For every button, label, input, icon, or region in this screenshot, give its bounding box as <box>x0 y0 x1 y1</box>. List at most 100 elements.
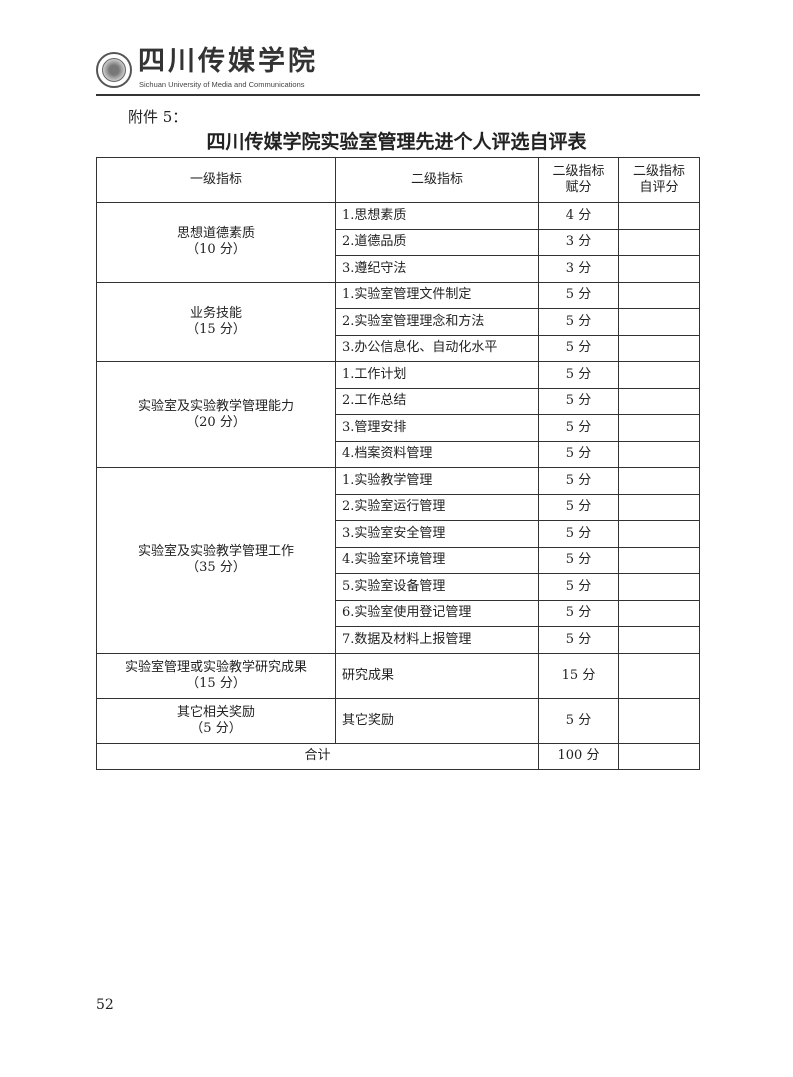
primary-indicator-cell: 实验室管理或实验教学研究成果 （15 分） <box>96 652 336 699</box>
assigned-score-cell: 5 分 <box>538 467 619 495</box>
total-self-score-cell[interactable] <box>618 742 700 770</box>
secondary-indicator-cell: 3.遵纪守法 <box>335 255 539 283</box>
self-score-cell[interactable] <box>618 467 700 495</box>
page-number: 52 <box>96 997 114 1013</box>
total-score: 100 分 <box>538 742 619 770</box>
header-rule <box>96 94 700 96</box>
assigned-score-cell: 5 分 <box>538 361 619 389</box>
self-score-cell[interactable] <box>618 202 700 230</box>
self-score-cell[interactable] <box>618 599 700 627</box>
logo-english-name: Sichuan University of Media and Communic… <box>139 80 305 89</box>
secondary-indicator-cell: 3.办公信息化、自动化水平 <box>335 334 539 362</box>
logo-chinese-name: 四川传媒学院 <box>138 46 318 77</box>
self-score-cell[interactable] <box>618 626 700 654</box>
table-row: 3.办公信息化、自动化水平 5 分 <box>97 334 700 362</box>
primary-indicator-name: 实验室及实验教学管理工作 <box>137 544 294 560</box>
self-score-cell[interactable] <box>618 440 700 468</box>
table-row: 业务技能 （15 分） 1.实验室管理文件制定 5 分 <box>96 281 700 362</box>
primary-indicator-score: （10 分） <box>186 242 246 258</box>
self-score-cell[interactable] <box>618 652 700 699</box>
assigned-score-cell: 4 分 <box>538 202 619 230</box>
assigned-score-cell: 5 分 <box>538 281 619 309</box>
primary-indicator-cell: 思想道德素质 （10 分） <box>96 202 336 283</box>
self-score-cell[interactable] <box>618 387 700 415</box>
assigned-score-cell: 5 分 <box>538 599 619 627</box>
assigned-score-cell: 5 分 <box>538 308 619 336</box>
secondary-indicator-cell: 研究成果 <box>335 652 539 699</box>
primary-indicator-score: （15 分） <box>186 321 246 337</box>
table-row: 实验室管理或实验教学研究成果 （15 分） 研究成果 15 分 <box>96 652 700 699</box>
primary-indicator-cell: 其它相关奖励 （5 分） <box>96 697 336 744</box>
primary-indicator-score: （15 分） <box>186 675 246 691</box>
table-row: 3.管理安排 5 分 <box>97 414 700 442</box>
table-row: 2.道德品质 3 分 <box>97 228 700 256</box>
total-label: 合计 <box>96 742 539 770</box>
university-seal-icon <box>96 52 132 88</box>
self-score-cell[interactable] <box>618 520 700 548</box>
secondary-indicator-cell: 其它奖励 <box>335 697 539 744</box>
secondary-indicator-cell: 6.实验室使用登记管理 <box>335 599 539 627</box>
table-row: 5.实验室设备管理 5 分 <box>97 573 700 601</box>
self-score-cell[interactable] <box>618 697 700 744</box>
table-row: 实验室及实验教学管理能力 （20 分） 1.工作计划 5 分 <box>96 361 700 468</box>
secondary-indicator-cell: 3.实验室安全管理 <box>335 520 539 548</box>
secondary-indicator-cell: 2.工作总结 <box>335 387 539 415</box>
primary-indicator-name: 思想道德素质 <box>176 226 255 242</box>
table-header-row: 一级指标 二级指标 二级指标 赋分 二级指标 自评分 <box>96 157 700 203</box>
assigned-score-cell: 3 分 <box>538 228 619 256</box>
secondary-indicator-cell: 1.实验室管理文件制定 <box>335 281 539 309</box>
table-row: 思想道德素质 （10 分） 1.思想素质 4 分 <box>96 202 700 283</box>
attachment-label: 附件 5： <box>128 108 188 126</box>
secondary-indicator-cell: 1.实验教学管理 <box>335 467 539 495</box>
assigned-score-cell: 5 分 <box>538 626 619 654</box>
assigned-score-cell: 3 分 <box>538 255 619 283</box>
secondary-indicator-cell: 2.道德品质 <box>335 228 539 256</box>
primary-indicator-name: 业务技能 <box>189 305 242 321</box>
table-row: 其它相关奖励 （5 分） 其它奖励 5 分 <box>96 697 700 744</box>
self-score-cell[interactable] <box>618 414 700 442</box>
assigned-score-cell: 5 分 <box>538 546 619 574</box>
self-score-cell[interactable] <box>618 308 700 336</box>
primary-indicator-cell: 实验室及实验教学管理工作 （35 分） <box>96 467 336 654</box>
secondary-indicator-cell: 7.数据及材料上报管理 <box>335 626 539 654</box>
secondary-indicator-cell: 3.管理安排 <box>335 414 539 442</box>
header-cell: 一级指标 <box>96 157 336 203</box>
self-score-cell[interactable] <box>618 228 700 256</box>
secondary-indicator-cell: 4.实验室环境管理 <box>335 546 539 574</box>
primary-indicator-score: （5 分） <box>190 720 242 736</box>
self-score-cell[interactable] <box>618 334 700 362</box>
evaluation-table: 一级指标 二级指标 二级指标 赋分 二级指标 自评分 思想道德素质 （10 分） 1.思想素… <box>96 157 700 770</box>
page-title: 四川传媒学院实验室管理先进个人评选自评表 <box>206 131 587 153</box>
table-row: 4.档案资料管理 5 分 <box>97 440 700 468</box>
primary-indicator-name: 其它相关奖励 <box>176 704 255 720</box>
header-cell: 二级指标 <box>335 157 539 203</box>
secondary-indicator-cell: 5.实验室设备管理 <box>335 573 539 601</box>
assigned-score-cell: 5 分 <box>538 387 619 415</box>
assigned-score-cell: 15 分 <box>538 652 619 699</box>
header-cell: 二级指标 自评分 <box>618 157 700 203</box>
primary-indicator-cell: 实验室及实验教学管理能力 （20 分） <box>96 361 336 468</box>
primary-indicator-score: （20 分） <box>186 414 246 430</box>
total-row: 合计 100 分 <box>96 742 700 770</box>
assigned-score-cell: 5 分 <box>538 493 619 521</box>
table-row: 6.实验室使用登记管理 5 分 <box>97 599 700 627</box>
assigned-score-cell: 5 分 <box>538 334 619 362</box>
secondary-indicator-cell: 2.实验室运行管理 <box>335 493 539 521</box>
self-score-cell[interactable] <box>618 281 700 309</box>
table-row: 实验室及实验教学管理工作 （35 分） 1.实验教学管理 5 分 <box>96 467 700 654</box>
secondary-indicator-cell: 1.思想素质 <box>335 202 539 230</box>
secondary-indicator-cell: 2.实验室管理理念和方法 <box>335 308 539 336</box>
primary-indicator-name: 实验室及实验教学管理能力 <box>137 398 294 414</box>
self-score-cell[interactable] <box>618 361 700 389</box>
self-score-cell[interactable] <box>618 493 700 521</box>
assigned-score-cell: 5 分 <box>538 414 619 442</box>
self-score-cell[interactable] <box>618 573 700 601</box>
assigned-score-cell: 5 分 <box>538 440 619 468</box>
primary-indicator-score: （35 分） <box>186 560 246 576</box>
self-score-cell[interactable] <box>618 255 700 283</box>
primary-indicator-cell: 业务技能 （15 分） <box>96 281 336 362</box>
self-score-cell[interactable] <box>618 546 700 574</box>
assigned-score-cell: 5 分 <box>538 573 619 601</box>
secondary-indicator-cell: 1.工作计划 <box>335 361 539 389</box>
